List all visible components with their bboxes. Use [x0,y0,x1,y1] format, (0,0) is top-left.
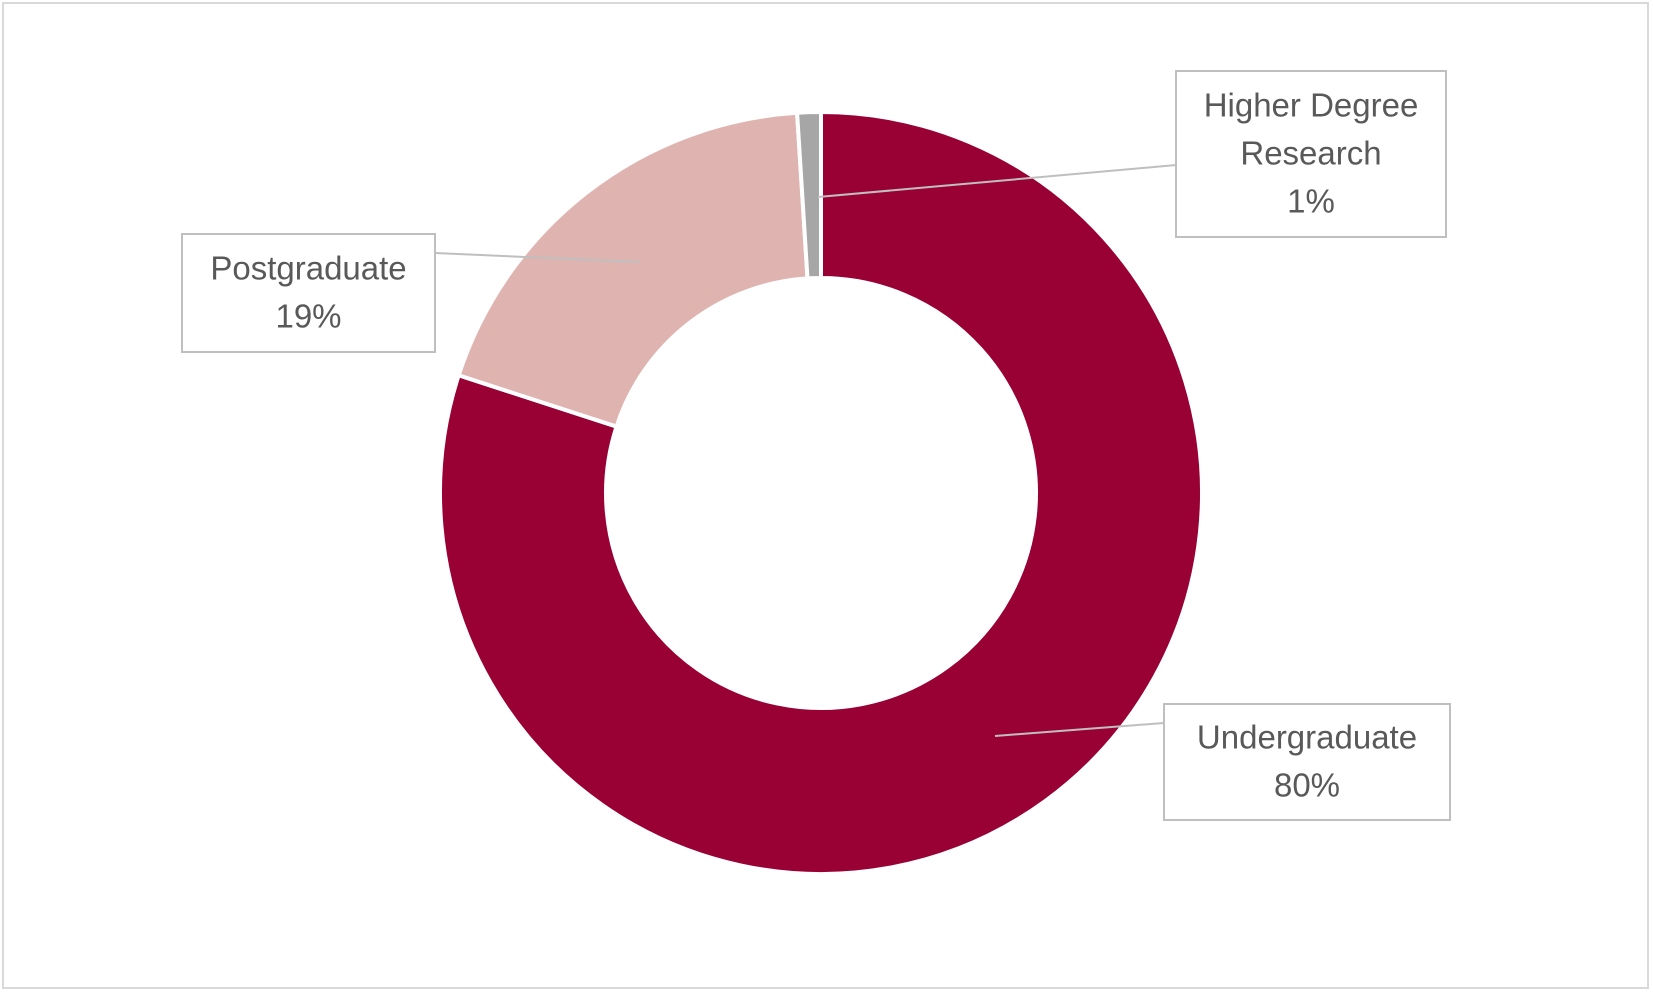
data-label-value-undergraduate: 80% [1274,767,1340,804]
leader-line-postgraduate [434,252,641,263]
leader-lines-group [434,164,1177,737]
label-box-undergraduate [1163,703,1451,821]
data-label-name-undergraduate: Undergraduate [1197,719,1417,756]
slices-group [438,109,1204,876]
slice-undergraduate [438,109,1204,876]
data-label-value-postgraduate: 19% [275,298,341,335]
slice-higher-degree-research [794,109,823,281]
data-label-value-higher-degree-research: 1% [1287,183,1335,220]
data-label-name-higher-degree-research: Higher Degree [1204,87,1419,124]
data-label-name-postgraduate: Postgraduate [210,250,406,287]
leader-line-higher-degree-research [817,164,1177,198]
data-labels-group: Undergraduate 80% Postgraduate 19% Higher De… [181,70,1451,821]
slice-postgraduate [456,110,810,430]
data-label-name-higher-degree-research: Research [1240,135,1381,172]
label-box-higher-degree-research [1175,70,1447,238]
label-box-postgraduate [181,233,436,353]
leader-line-undergraduate [994,722,1165,737]
